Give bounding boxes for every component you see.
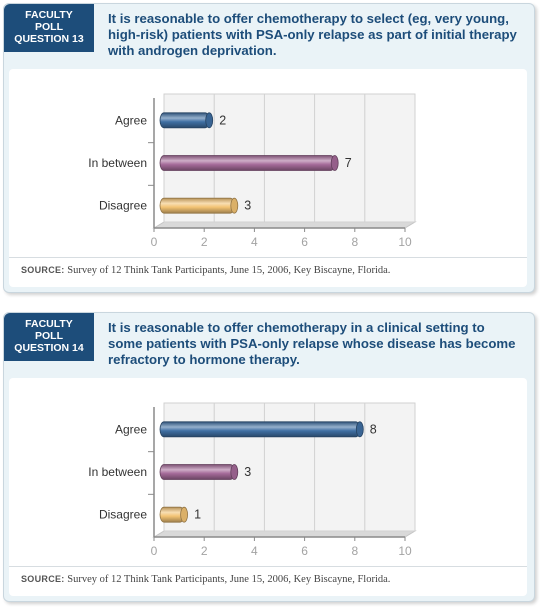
category-label: Agree xyxy=(115,113,147,127)
x-tick-label: 8 xyxy=(351,544,358,558)
chart-floor xyxy=(152,530,417,538)
data-label: 8 xyxy=(370,422,377,436)
poll-frame: FACULTY POLL QUESTION 14 It is reasonabl… xyxy=(3,312,535,602)
badge-line-3: QUESTION 13 xyxy=(14,33,84,45)
bar-chart: 0 2 4 6 8 10 Agree 2 In between 7 Disagree 3 xyxy=(88,93,417,249)
x-tick-label: 0 xyxy=(151,235,158,249)
poll-question-text: It is reasonable to offer chemotherapy t… xyxy=(108,11,517,58)
bar-end-cap xyxy=(205,112,214,129)
poll-badge: FACULTY POLL QUESTION 14 xyxy=(4,313,94,361)
source-label: SOURCE: xyxy=(21,574,65,584)
bar-in-between xyxy=(159,464,235,480)
x-tick-label: 8 xyxy=(351,235,358,249)
x-tick-label: 10 xyxy=(398,235,412,249)
poll-frame: FACULTY POLL QUESTION 13 It is reasonabl… xyxy=(3,3,535,293)
source-label: SOURCE: xyxy=(21,265,65,275)
badge-line-3: QUESTION 14 xyxy=(14,342,84,354)
bar-agree xyxy=(159,112,210,129)
poll-question-text: It is reasonable to offer chemotherapy i… xyxy=(108,320,516,367)
chart-panel: 0 2 4 6 8 10 Agree 2 In between 7 Disagree 3 SOURCE… xyxy=(9,69,527,287)
data-label: 1 xyxy=(194,508,201,522)
bar-disagree xyxy=(159,197,235,214)
bar-end-cap xyxy=(230,197,239,214)
badge-line-2: POLL xyxy=(35,330,63,342)
data-label: 3 xyxy=(244,465,251,479)
x-tick-label: 4 xyxy=(251,544,258,558)
x-tick-label: 2 xyxy=(201,544,208,558)
x-tick-label: 0 xyxy=(151,544,158,558)
chart-panel: 0 2 4 6 8 10 Agree 8 In between 3 Disagree 1 SOURCE… xyxy=(9,378,527,596)
bar-end-cap xyxy=(180,506,189,523)
bar-agree xyxy=(159,421,361,438)
poll-question-13: FACULTY POLL QUESTION 13 It is reasonabl… xyxy=(3,3,535,293)
category-label: Agree xyxy=(115,422,147,436)
x-tick-label: 4 xyxy=(251,235,258,249)
bar-chart: 0 2 4 6 8 10 Agree 8 In between 3 Disagree 1 xyxy=(88,402,417,558)
x-tick-label: 6 xyxy=(301,235,308,249)
source-text: Survey of 12 Think Tank Participants, Ju… xyxy=(67,574,391,585)
x-tick-label: 10 xyxy=(398,544,412,558)
source-note: SOURCE: Survey of 12 Think Tank Particip… xyxy=(21,265,521,276)
category-label: In between xyxy=(88,465,147,479)
bar-end-cap xyxy=(355,421,364,438)
x-tick-label: 6 xyxy=(301,544,308,558)
source-note: SOURCE: Survey of 12 Think Tank Particip… xyxy=(21,574,521,585)
badge-line-1: FACULTY xyxy=(25,9,73,21)
badge-line-1: FACULTY xyxy=(25,318,73,330)
source-text: Survey of 12 Think Tank Participants, Ju… xyxy=(67,265,391,276)
bar-end-cap xyxy=(330,155,339,171)
poll-question-14: FACULTY POLL QUESTION 14 It is reasonabl… xyxy=(3,312,535,602)
poll-badge: FACULTY POLL QUESTION 13 xyxy=(4,4,94,52)
x-tick-label: 2 xyxy=(201,235,208,249)
data-label: 3 xyxy=(244,199,251,213)
divider xyxy=(9,566,527,567)
data-label: 2 xyxy=(219,113,226,127)
category-label: In between xyxy=(88,156,147,170)
chart-floor xyxy=(152,221,417,229)
category-label: Disagree xyxy=(99,508,147,522)
badge-line-2: POLL xyxy=(35,21,63,33)
bar-in-between xyxy=(159,155,336,171)
data-label: 7 xyxy=(345,156,352,170)
bar-end-cap xyxy=(230,464,239,480)
divider xyxy=(9,257,527,258)
category-label: Disagree xyxy=(99,199,147,213)
